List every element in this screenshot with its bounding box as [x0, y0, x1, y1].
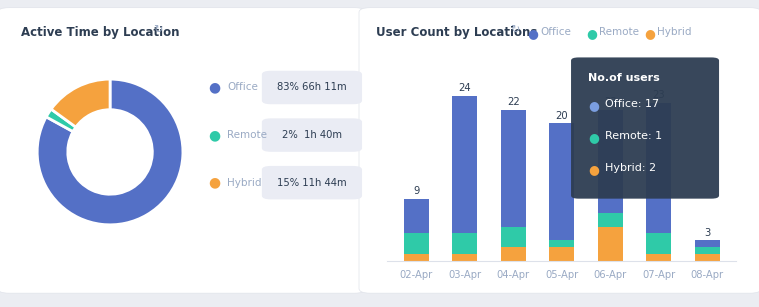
Bar [549, 240, 575, 247]
Text: Office: Office [227, 83, 258, 92]
Text: 20: 20 [556, 111, 568, 121]
Text: ●: ● [209, 176, 221, 190]
Text: 22: 22 [507, 97, 520, 107]
Bar [694, 254, 720, 261]
Bar [452, 254, 477, 261]
Text: ●: ● [644, 27, 655, 40]
Text: ↻: ↻ [153, 25, 162, 35]
Text: Remote: 1: Remote: 1 [605, 131, 663, 141]
Text: ●: ● [528, 27, 538, 40]
Bar [597, 110, 622, 213]
Text: Active Time by Location: Active Time by Location [21, 26, 180, 39]
Text: 2%  1h 40m: 2% 1h 40m [282, 130, 342, 140]
Text: 23: 23 [652, 90, 665, 100]
Bar [597, 213, 622, 227]
Bar [597, 227, 622, 261]
Text: Hybrid: Hybrid [227, 178, 261, 188]
Text: Remote: Remote [599, 27, 639, 37]
Bar [549, 123, 575, 240]
Bar [501, 227, 526, 247]
Text: Hybrid: Hybrid [657, 27, 691, 37]
Text: ●: ● [209, 80, 221, 95]
Text: No.of users: No.of users [588, 73, 660, 83]
Bar [404, 233, 429, 254]
Bar [694, 247, 720, 254]
Text: Hybrid: 2: Hybrid: 2 [605, 163, 657, 173]
Bar [646, 233, 671, 254]
Wedge shape [51, 79, 110, 127]
Text: 9: 9 [413, 186, 420, 196]
Bar [452, 96, 477, 233]
Text: 15% 11h 44m: 15% 11h 44m [277, 178, 347, 188]
Text: ●: ● [588, 163, 600, 176]
Bar [404, 254, 429, 261]
Text: 3: 3 [704, 227, 710, 238]
Bar [501, 110, 526, 227]
Text: ↻: ↻ [510, 25, 519, 35]
Bar [549, 247, 575, 261]
Wedge shape [37, 79, 183, 225]
Bar [694, 240, 720, 247]
Text: Office: Office [540, 27, 572, 37]
Text: 24: 24 [458, 83, 471, 93]
Text: Remote: Remote [227, 130, 267, 140]
Text: 83% 66h 11m: 83% 66h 11m [277, 83, 347, 92]
Text: ●: ● [209, 128, 221, 142]
Bar [452, 233, 477, 254]
Text: User Count by Locations: User Count by Locations [376, 26, 537, 39]
Bar [404, 199, 429, 233]
Text: ●: ● [588, 99, 600, 112]
Text: ●: ● [588, 131, 600, 144]
Bar [646, 254, 671, 261]
Text: ●: ● [586, 27, 597, 40]
Bar [646, 103, 671, 233]
Bar [501, 247, 526, 261]
Text: 22: 22 [603, 97, 616, 107]
Wedge shape [46, 109, 76, 132]
Text: Office: 17: Office: 17 [605, 99, 660, 109]
